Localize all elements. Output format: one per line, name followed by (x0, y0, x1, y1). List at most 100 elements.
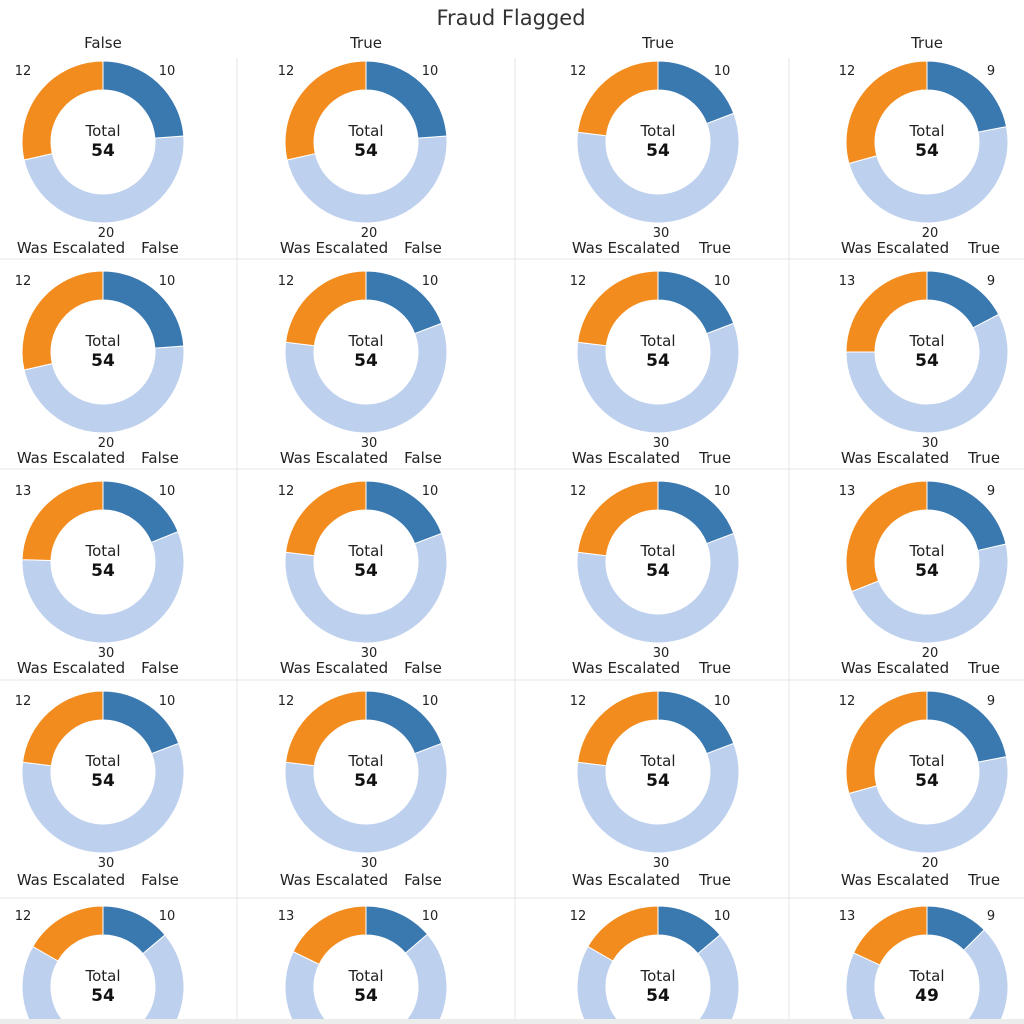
donut-slice-orange (845, 60, 928, 165)
donut-slice-blue (657, 60, 735, 125)
blue-value-label: 10 (714, 274, 731, 289)
column-headers: False True True True (84, 34, 943, 52)
row-value: True (698, 871, 731, 889)
blue-value-label: 9 (987, 909, 995, 924)
row-label: Was Escalated (841, 871, 949, 889)
center-total-label: Total (347, 542, 383, 560)
donut-slice-blue (926, 60, 1008, 133)
orange-value-label: 13 (839, 484, 856, 499)
row-value: True (967, 239, 1000, 257)
donut-slice-orange (21, 270, 104, 371)
row-value: False (404, 871, 442, 889)
donut-slice-orange (845, 270, 928, 353)
donut-slice-light (576, 532, 740, 644)
blue-value-label: 9 (987, 694, 995, 709)
light-value-label: 30 (361, 436, 378, 451)
scroll-edge (0, 1019, 1024, 1024)
row-value: True (698, 449, 731, 467)
blue-value-label: 9 (987, 484, 995, 499)
row-value: True (967, 449, 1000, 467)
center-total-value: 54 (354, 771, 378, 791)
light-value-label: 30 (922, 436, 939, 451)
center-total-value: 54 (354, 351, 378, 371)
row-label: Was Escalated (572, 871, 680, 889)
donut-slice-light (23, 135, 185, 224)
blue-value-label: 10 (714, 909, 731, 924)
orange-value-label: 13 (15, 484, 32, 499)
orange-value-label: 12 (570, 909, 587, 924)
donut-slice-orange (21, 480, 104, 561)
center-total-label: Total (84, 752, 120, 770)
center-total-label: Total (347, 332, 383, 350)
donut-slice-light (576, 742, 740, 854)
donut-slice-light (23, 345, 185, 434)
center-total-value: 54 (915, 771, 939, 791)
center-total-label: Total (639, 967, 675, 985)
center-total-label: Total (84, 332, 120, 350)
center-total-label: Total (639, 542, 675, 560)
orange-value-label: 13 (839, 909, 856, 924)
light-value-label: 30 (98, 646, 115, 661)
center-total-value: 54 (354, 141, 378, 161)
donut-slice-blue (365, 480, 443, 545)
donut-slice-light (21, 530, 185, 644)
row-label: Was Escalated (841, 239, 949, 257)
donut-slice-orange (577, 60, 659, 137)
center-total-label: Total (908, 752, 944, 770)
center-total-value: 54 (91, 351, 115, 371)
center-total-label: Total (84, 122, 120, 140)
blue-value-label: 10 (159, 694, 176, 709)
blue-value-label: 10 (422, 909, 439, 924)
donut-slice-light (21, 934, 185, 1024)
center-total-label: Total (347, 122, 383, 140)
row-label: Was Escalated (17, 239, 125, 257)
center-total-value: 54 (91, 561, 115, 581)
donut-slice-orange (32, 905, 104, 962)
center-total-value: 54 (915, 141, 939, 161)
row-label: Was Escalated (17, 659, 125, 677)
row-label: Was Escalated (280, 659, 388, 677)
orange-value-label: 13 (839, 274, 856, 289)
center-total-label: Total (84, 542, 120, 560)
orange-value-label: 12 (839, 694, 856, 709)
light-value-label: 20 (922, 226, 939, 241)
center-total-label: Total (908, 122, 944, 140)
donut-slice-blue (926, 690, 1008, 763)
center-total-value: 54 (354, 561, 378, 581)
center-total-label: Total (84, 967, 120, 985)
donut-slice-orange (284, 60, 367, 161)
donut-slice-orange (285, 690, 367, 767)
orange-value-label: 12 (570, 484, 587, 499)
orange-value-label: 12 (278, 694, 295, 709)
donut-slice-light (845, 313, 1009, 434)
blue-value-label: 10 (714, 694, 731, 709)
center-total-value: 49 (915, 986, 939, 1006)
row-value: True (698, 659, 731, 677)
donut-slice-blue (657, 690, 735, 755)
center-total-label: Total (639, 332, 675, 350)
blue-value-label: 10 (159, 484, 176, 499)
center-total-value: 54 (646, 771, 670, 791)
center-total-value: 54 (91, 771, 115, 791)
row-value: False (141, 239, 179, 257)
row-value: True (967, 871, 1000, 889)
donut-slice-light (286, 135, 448, 224)
center-total-label: Total (639, 752, 675, 770)
orange-value-label: 12 (15, 909, 32, 924)
row-label: Was Escalated (280, 871, 388, 889)
center-total-label: Total (908, 967, 944, 985)
light-value-label: 30 (653, 646, 670, 661)
center-total-value: 54 (915, 351, 939, 371)
donut-slice-orange (845, 480, 928, 593)
orange-value-label: 12 (570, 694, 587, 709)
